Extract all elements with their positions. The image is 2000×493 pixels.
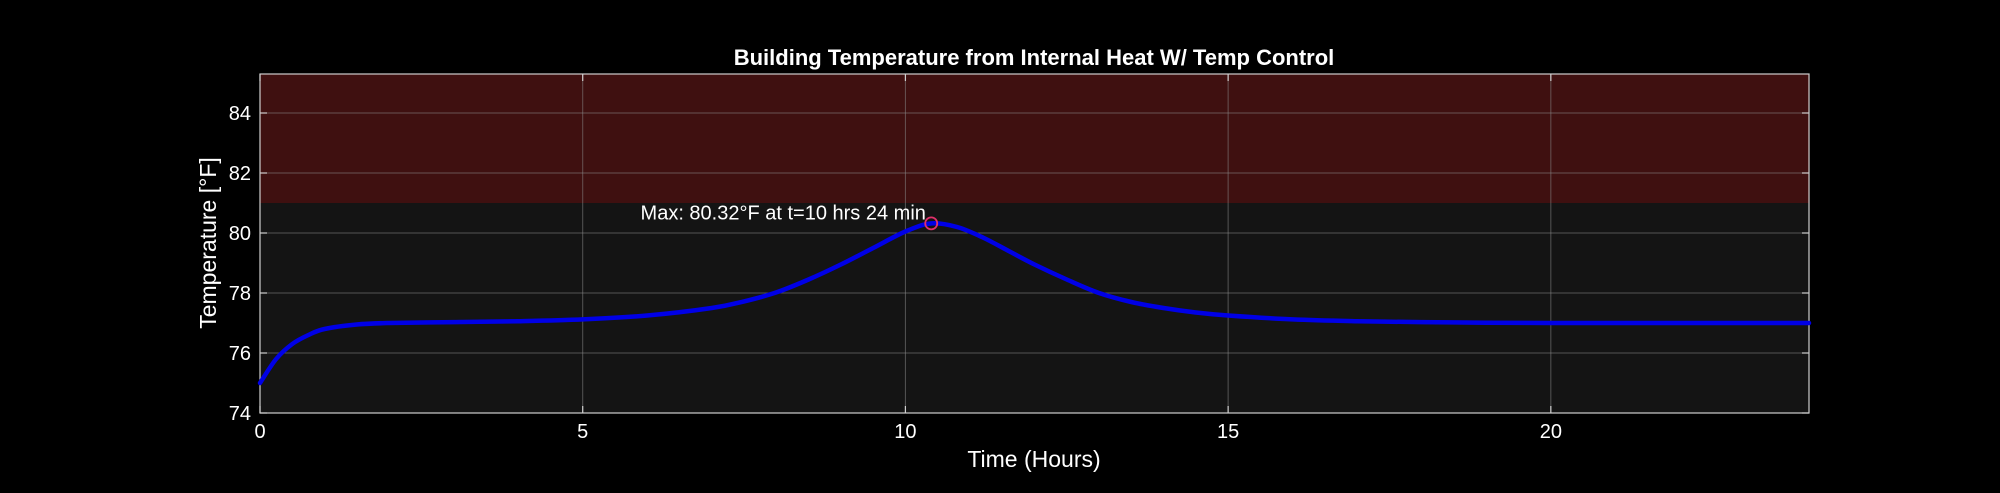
grid [260, 74, 1809, 413]
chart-title: Building Temperature from Internal Heat … [734, 45, 1335, 70]
x-tick-label: 0 [254, 421, 265, 443]
axes-frame [259, 73, 1810, 414]
y-tick-label: 82 [229, 163, 251, 185]
y-tick-label: 84 [229, 103, 251, 125]
y-tick-label: 80 [229, 223, 251, 245]
y-tick-label: 76 [229, 343, 251, 365]
x-axis-label: Time (Hours) [967, 446, 1100, 472]
y-ticks: 74 76 78 80 82 84 [229, 103, 1809, 425]
max-point-marker [924, 216, 939, 231]
y-tick-label: 78 [229, 283, 251, 305]
x-tick-label: 15 [1217, 421, 1239, 443]
x-ticks: 0 5 10 15 20 [254, 74, 1562, 443]
x-tick-label: 20 [1540, 421, 1562, 443]
shaded-region-above-81 [260, 74, 1809, 203]
max-annotation: Max: 80.32°F at t=10 hrs 24 min [641, 202, 926, 224]
series-line-building-temperature [257, 220, 1812, 386]
x-tick-label: 10 [894, 421, 916, 443]
y-axis-label: Temperature [°F] [195, 157, 221, 329]
x-tick-label: 5 [577, 421, 588, 443]
y-tick-label: 74 [229, 403, 251, 425]
